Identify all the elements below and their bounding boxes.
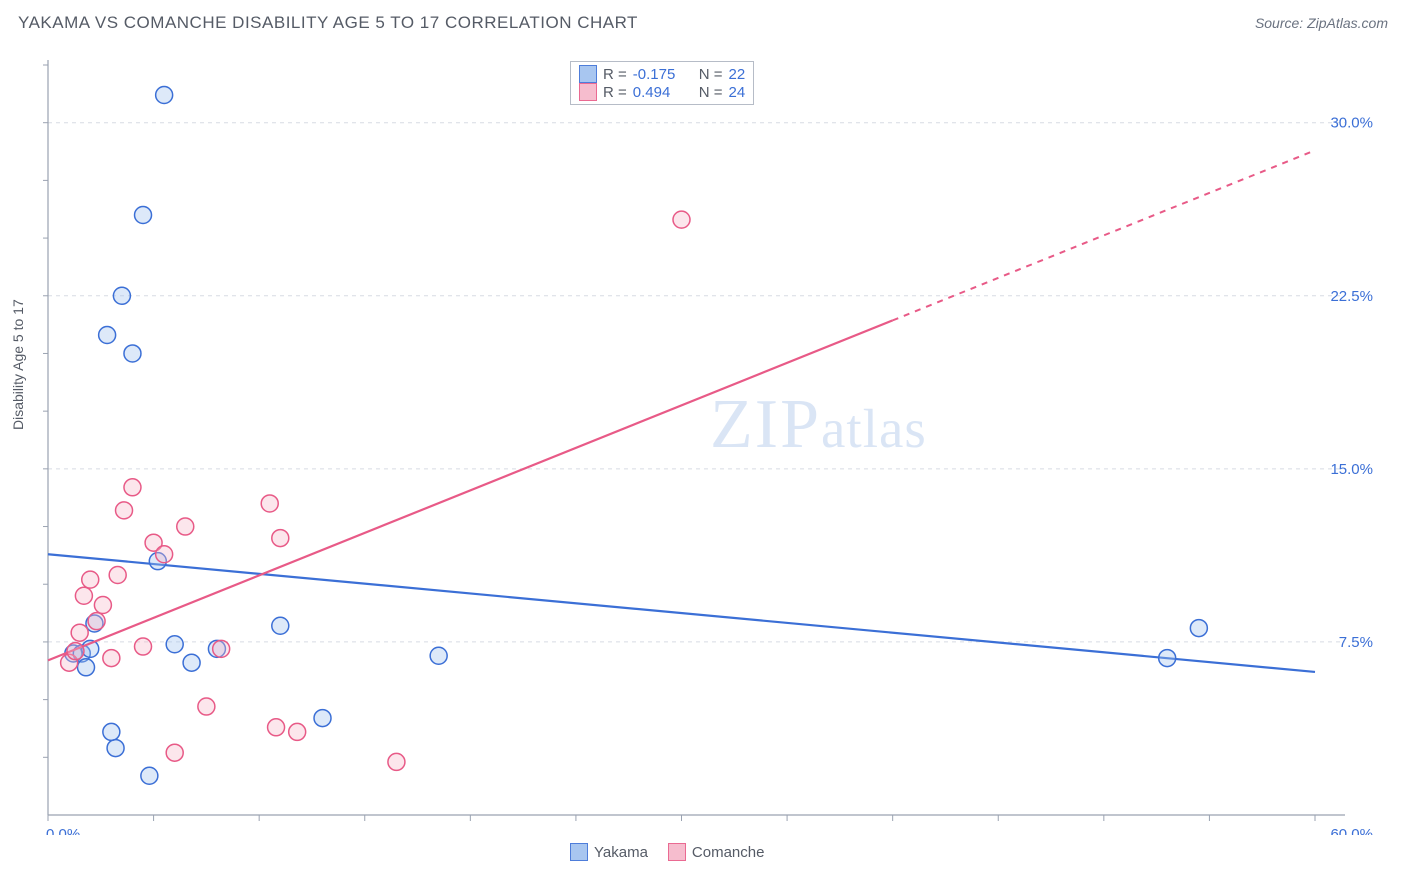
legend-swatch-icon — [570, 843, 588, 861]
svg-text:22.5%: 22.5% — [1330, 288, 1373, 305]
legend-swatch-icon — [579, 65, 597, 83]
legend-n-label: N = — [699, 84, 723, 101]
chart-title: YAKAMA VS COMANCHE DISABILITY AGE 5 TO 1… — [18, 13, 638, 33]
svg-text:15.0%: 15.0% — [1330, 461, 1373, 478]
chart-area: 7.5%15.0%22.5%30.0%0.0%60.0% ZIPatlas R … — [40, 55, 1380, 835]
legend-row: R = 0.494 N = 24 — [579, 83, 745, 101]
svg-text:0.0%: 0.0% — [46, 826, 80, 835]
svg-text:30.0%: 30.0% — [1330, 115, 1373, 132]
y-axis-label: Disability Age 5 to 17 — [10, 299, 26, 430]
legend-series-name: Yakama — [594, 844, 648, 861]
legend-row: R = -0.175 N = 22 — [579, 65, 745, 83]
legend-swatch-icon — [579, 83, 597, 101]
legend-n-value: 24 — [729, 84, 746, 101]
source-label: Source: ZipAtlas.com — [1255, 15, 1388, 31]
svg-text:60.0%: 60.0% — [1330, 826, 1373, 835]
legend-n-label: N = — [699, 66, 723, 83]
legend-n-value: 22 — [729, 66, 746, 83]
legend-r-value: 0.494 — [633, 84, 687, 101]
legend-r-label: R = — [603, 84, 627, 101]
scatter-plot: 7.5% 15.0% 22.5% 30.0% 0.0% 60.0% — [40, 55, 1380, 835]
correlation-legend: R = -0.175 N = 22 R = 0.494 N = 24 — [570, 61, 754, 105]
svg-text:7.5%: 7.5% — [1339, 634, 1373, 651]
legend-series-name: Comanche — [692, 844, 765, 861]
series-legend: Yakama Comanche — [570, 843, 764, 861]
legend-item: Yakama — [570, 843, 648, 861]
legend-r-label: R = — [603, 66, 627, 83]
legend-r-value: -0.175 — [633, 66, 687, 83]
legend-swatch-icon — [668, 843, 686, 861]
legend-item: Comanche — [668, 843, 765, 861]
